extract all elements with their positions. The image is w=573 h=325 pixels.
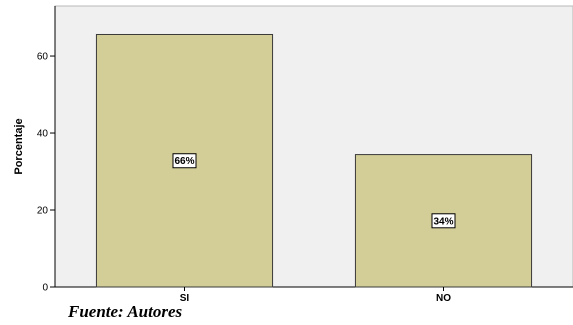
x-tick-label-si: SI [180,293,190,304]
x-axis-ticks: SI NO [180,287,451,304]
data-label-box-si [172,153,197,169]
y-axis-title: Porcentaje [13,118,25,174]
y-tick-label-0: 0 [42,283,48,294]
data-label-si: 66% [174,156,194,167]
source-note: Fuente: Autores [68,302,183,321]
y-tick-label-40: 40 [37,129,49,140]
y-tick-label-20: 20 [37,206,49,217]
y-tick-label-60: 60 [37,52,49,63]
x-tick-label-no: NO [436,293,451,304]
y-axis-ticks: 0 20 40 60 [37,52,55,294]
data-label-no: 34% [433,216,453,227]
bar-series: 66% 34% [95,33,533,288]
data-label-box-no [431,213,456,229]
